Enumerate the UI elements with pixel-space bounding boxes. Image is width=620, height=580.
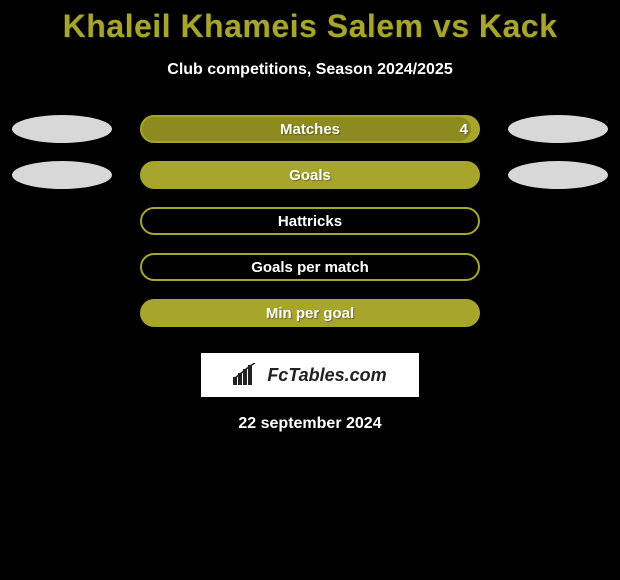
stat-label: Goals	[289, 167, 331, 184]
player-left-marker	[12, 115, 112, 143]
page-subtitle: Club competitions, Season 2024/2025	[0, 61, 620, 79]
player-right-marker	[508, 161, 608, 189]
stat-row: Goals per match	[0, 253, 620, 281]
stat-label: Matches	[280, 121, 340, 138]
stat-pill: Hattricks	[140, 207, 480, 235]
stat-row: Min per goal	[0, 299, 620, 327]
comparison-card: Khaleil Khameis Salem vs Kack Club compe…	[0, 0, 620, 433]
stat-pill: Matches 4	[140, 115, 480, 143]
logo-text: FcTables.com	[267, 365, 386, 386]
date-text: 22 september 2024	[0, 415, 620, 433]
stat-pill: Goals	[140, 161, 480, 189]
logo-bars-icon	[233, 365, 261, 385]
stat-pill: Min per goal	[140, 299, 480, 327]
stat-rows: Matches 4 Goals Hattricks Goals per match Min…	[0, 115, 620, 327]
stat-value: 4	[460, 121, 468, 138]
stat-row: Matches 4	[0, 115, 620, 143]
stat-label: Hattricks	[278, 213, 342, 230]
stat-label: Goals per match	[251, 259, 369, 276]
stat-pill: Goals per match	[140, 253, 480, 281]
stat-row: Goals	[0, 161, 620, 189]
stat-label: Min per goal	[266, 305, 354, 322]
player-left-marker	[12, 161, 112, 189]
page-title: Khaleil Khameis Salem vs Kack	[0, 8, 620, 45]
logo-panel: FcTables.com	[201, 353, 419, 397]
player-right-marker	[508, 115, 608, 143]
stat-row: Hattricks	[0, 207, 620, 235]
